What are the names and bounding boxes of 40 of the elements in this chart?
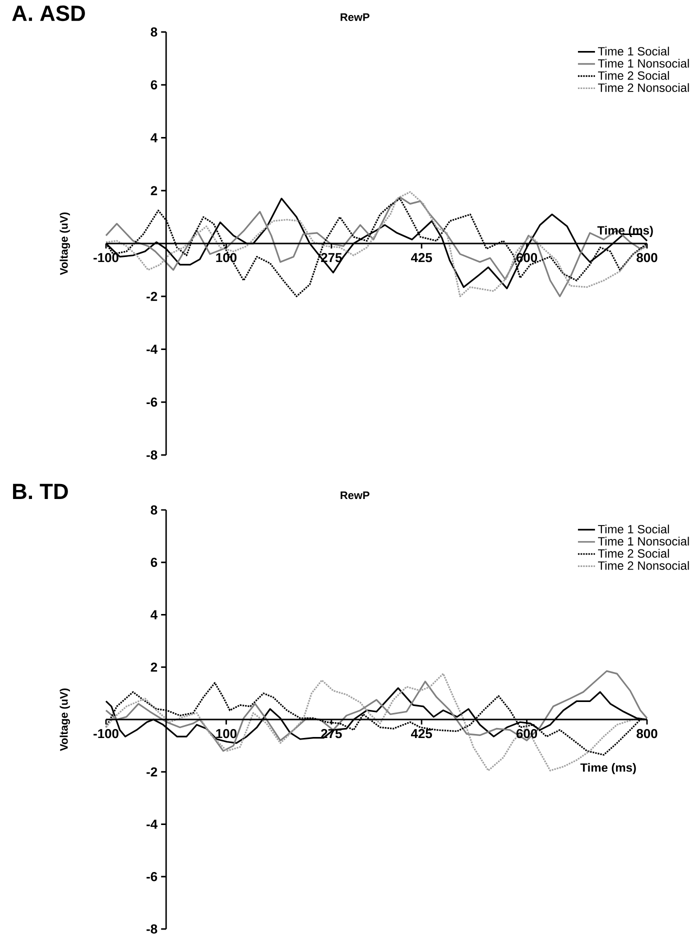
legend-label: Time 1 Nonsocial bbox=[598, 58, 689, 68]
x-tick-label: 425 bbox=[410, 729, 432, 738]
y-tick-label: -2 bbox=[146, 767, 158, 776]
y-tick-label: 6 bbox=[150, 80, 158, 90]
y-axis-title: Voltage (uV) bbox=[60, 688, 70, 751]
y-tick-label: 6 bbox=[150, 558, 158, 567]
y-tick-label: -2 bbox=[146, 292, 158, 301]
x-tick-label: 100 bbox=[216, 729, 236, 738]
chart-subtitle: RewP bbox=[340, 13, 370, 22]
y-tick-label: -8 bbox=[146, 924, 158, 934]
y-tick-label: -4 bbox=[146, 820, 158, 829]
y-tick-label: -6 bbox=[146, 872, 158, 882]
legend-label: Time 1 Social bbox=[598, 524, 669, 534]
chart-subtitle: RewP bbox=[340, 492, 370, 500]
legend-label: Time 2 Social bbox=[598, 548, 669, 558]
x-tick-label: 800 bbox=[636, 253, 658, 262]
legend-label: Time 2 Social bbox=[598, 71, 669, 80]
x-tick-label: 600 bbox=[516, 729, 538, 738]
x-tick-label: -100 bbox=[94, 253, 118, 262]
legend-label: Time 1 Nonsocial bbox=[598, 536, 689, 546]
y-tick-label: 4 bbox=[150, 133, 158, 142]
y-tick-label: -8 bbox=[146, 450, 158, 460]
legend-label: Time 2 Nonsocial bbox=[598, 561, 689, 570]
x-tick-label: 800 bbox=[636, 729, 658, 738]
x-tick-label: 100 bbox=[216, 253, 236, 262]
y-axis-title: Voltage (uV) bbox=[60, 212, 70, 275]
legend-label: Time 1 Social bbox=[598, 46, 669, 56]
y-tick-label: 2 bbox=[150, 186, 158, 196]
chart-title: B. TD bbox=[13, 484, 68, 499]
y-tick-label: 4 bbox=[150, 610, 158, 620]
legend-label: Time 2 Nonsocial bbox=[598, 83, 689, 92]
y-tick-label: -6 bbox=[146, 398, 158, 407]
y-tick-label: 8 bbox=[150, 27, 158, 37]
y-tick-label: -4 bbox=[146, 344, 158, 354]
x-tick-label: -100 bbox=[94, 729, 118, 738]
x-tick-label: 425 bbox=[410, 253, 432, 262]
chart-title: A. ASD bbox=[12, 6, 85, 22]
x-axis-title: Time (ms) bbox=[580, 763, 636, 774]
y-tick-label: 8 bbox=[150, 505, 158, 515]
y-tick-label: 2 bbox=[150, 662, 158, 672]
